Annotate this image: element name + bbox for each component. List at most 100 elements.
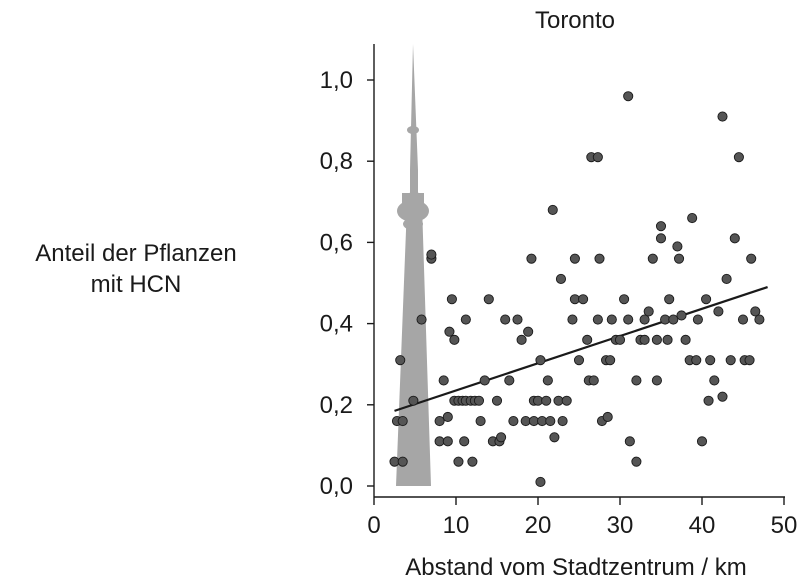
- x-tick-label: 10: [443, 512, 470, 539]
- data-point: [701, 294, 712, 305]
- data-point: [744, 355, 755, 366]
- data-point: [631, 375, 642, 386]
- data-point: [647, 253, 658, 264]
- data-point: [737, 314, 749, 325]
- data-point: [717, 391, 728, 402]
- data-point: [542, 375, 553, 386]
- data-point: [703, 395, 714, 406]
- data-point: [567, 314, 578, 325]
- data-point: [713, 306, 724, 317]
- data-point: [578, 294, 589, 305]
- data-point: [655, 221, 667, 232]
- data-point: [416, 314, 427, 325]
- data-point: [676, 310, 687, 321]
- data-point: [673, 253, 685, 264]
- tower-skypod: [407, 126, 419, 134]
- data-point: [561, 395, 572, 406]
- y-tick-label: 0,4: [320, 311, 353, 338]
- data-point: [729, 233, 740, 244]
- data-point: [496, 432, 507, 443]
- data-point: [725, 355, 736, 366]
- cn-tower-icon: [396, 44, 431, 486]
- data-point: [664, 294, 675, 305]
- data-point: [547, 204, 558, 215]
- tower-main-pod: [397, 200, 429, 222]
- data-point: [569, 253, 580, 264]
- data-point: [631, 456, 642, 467]
- data-point: [623, 314, 634, 325]
- y-tick-label: 0,0: [320, 473, 353, 500]
- data-point: [672, 241, 683, 252]
- data-point: [733, 152, 744, 163]
- x-tick-label: 50: [771, 512, 798, 539]
- data-point: [397, 456, 408, 467]
- data-point: [680, 334, 691, 345]
- data-point: [619, 294, 630, 305]
- data-point: [475, 415, 486, 427]
- data-point: [541, 395, 552, 406]
- x-tick-label: 30: [607, 512, 634, 539]
- data-points: [389, 91, 765, 487]
- data-point: [639, 314, 650, 325]
- tower-pod-top: [402, 193, 424, 203]
- data-point: [460, 314, 471, 325]
- data-point: [655, 233, 667, 244]
- data-point: [516, 334, 527, 345]
- y-axis-label: Anteil der Pflanzen mit HCN: [0, 238, 272, 300]
- data-point: [692, 314, 703, 325]
- data-point: [614, 334, 626, 345]
- data-point: [717, 111, 728, 122]
- y-tick-label: 0,2: [320, 392, 353, 419]
- data-point: [483, 294, 494, 305]
- axes: [373, 44, 785, 498]
- x-tick-label: 0: [367, 512, 380, 539]
- data-point: [453, 456, 464, 467]
- data-point: [549, 432, 560, 443]
- data-point: [479, 375, 490, 386]
- data-point: [557, 415, 568, 427]
- data-point: [696, 436, 708, 447]
- data-point: [750, 306, 761, 317]
- data-point: [523, 326, 534, 337]
- data-point: [709, 375, 720, 386]
- data-point: [691, 355, 702, 366]
- y-tick-label: 1,0: [320, 67, 353, 94]
- data-point: [535, 476, 546, 487]
- data-point: [668, 314, 679, 325]
- data-point: [500, 314, 511, 325]
- tower-shaft: [396, 44, 431, 486]
- data-point: [491, 395, 503, 406]
- data-point: [526, 253, 537, 264]
- data-point: [624, 436, 635, 447]
- x-axis-label: Abstand vom Stadtzentrum / km: [405, 554, 746, 581]
- tower-pod-lower: [403, 218, 423, 230]
- data-point: [687, 212, 698, 224]
- data-point: [438, 375, 449, 386]
- data-point: [746, 253, 757, 264]
- data-point: [504, 375, 515, 386]
- data-point: [643, 306, 654, 317]
- trend-line-group: [394, 286, 768, 412]
- data-point: [582, 334, 593, 345]
- data-point: [639, 334, 650, 345]
- data-point: [459, 436, 470, 447]
- data-point: [467, 456, 478, 467]
- data-point: [444, 326, 455, 337]
- data-point: [623, 91, 634, 102]
- data-point: [592, 152, 603, 163]
- data-point: [588, 375, 599, 386]
- chart-title: Toronto: [535, 7, 615, 34]
- y-ticks: 0,0 0,2 0,4 0,6 0,8 1,0: [320, 67, 374, 500]
- data-point: [651, 375, 662, 386]
- data-point: [606, 314, 617, 325]
- data-point: [426, 249, 437, 260]
- data-point: [508, 415, 519, 427]
- data-point: [442, 411, 453, 423]
- data-point: [573, 355, 585, 366]
- data-point: [721, 273, 732, 284]
- data-point: [512, 314, 523, 325]
- y-axis-label-line-1: Anteil der Pflanzen: [35, 240, 237, 267]
- data-point: [446, 294, 457, 305]
- y-axis-label-line-2: mit HCN: [90, 271, 182, 298]
